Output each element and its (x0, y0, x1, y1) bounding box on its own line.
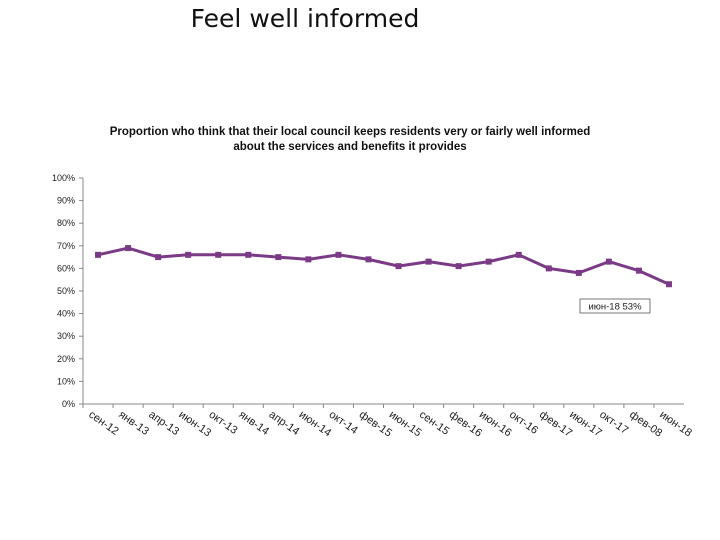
x-tick-label: сен-15 (417, 409, 451, 438)
y-tick-label: 20% (57, 354, 75, 364)
y-axis-ticks: 0% 10% 20% 30% 40% 50% 60% 70% 80% 90% 100% (52, 173, 83, 409)
data-point (365, 256, 372, 263)
x-tick-label: окт-14 (327, 409, 360, 437)
slide-title: Feel well informed (190, 4, 420, 33)
y-tick-label: 10% (57, 376, 75, 386)
data-point (575, 269, 582, 276)
data-point (215, 251, 222, 258)
data-point (425, 258, 432, 265)
data-point (665, 281, 672, 288)
y-tick-label: 70% (57, 241, 75, 251)
data-point (305, 256, 312, 263)
x-tick-label: окт-17 (597, 409, 630, 437)
x-tick-label: фев-08 (627, 409, 664, 440)
series-line (97, 246, 670, 286)
data-point (125, 245, 132, 252)
x-tick-label: фев-17 (537, 409, 574, 440)
x-tick-label: июн-13 (176, 409, 213, 440)
x-tick-label: апр-13 (146, 409, 181, 438)
chart-title-line-1: Proportion who think that their local co… (109, 126, 591, 138)
data-point (155, 254, 162, 261)
y-tick-label: 30% (57, 331, 75, 341)
x-tick-label: июн-17 (567, 409, 604, 440)
x-tick-label: июн-14 (297, 409, 334, 440)
x-tick-label: окт-16 (507, 409, 540, 437)
data-point (275, 254, 282, 261)
data-point (245, 251, 252, 258)
callout-text: июн-18 53% (588, 302, 642, 313)
y-tick-label: 90% (57, 196, 75, 206)
y-tick-label: 100% (52, 173, 75, 183)
x-tick-label: сен-12 (86, 409, 120, 438)
x-tick-label: янв-14 (237, 409, 272, 438)
y-tick-label: 40% (57, 309, 75, 319)
chart-title: Proportion who think that their local co… (60, 125, 640, 155)
x-tick-label: окт-13 (207, 409, 240, 437)
data-callout: июн-18 53% (579, 298, 651, 314)
x-axis-labels: сен-12янв-13апр-13июн-13окт-13янв-14апр-… (82, 404, 694, 440)
x-tick-label: фев-15 (357, 409, 394, 440)
data-point (605, 258, 612, 265)
chart-title-line-2: about the services and benefits it provi… (233, 141, 467, 153)
x-tick-label: июн-15 (387, 409, 424, 440)
x-tick-label: янв-13 (116, 409, 151, 438)
y-tick-label: 60% (57, 263, 75, 273)
series-markers (95, 245, 672, 288)
x-tick-label: фев-16 (447, 409, 484, 440)
y-tick-label: 0% (62, 399, 75, 409)
data-point (335, 251, 342, 258)
data-point (185, 251, 192, 258)
x-tick-label: июн-16 (477, 409, 514, 440)
data-point (455, 263, 462, 270)
data-point (485, 258, 492, 265)
y-tick-label: 50% (57, 286, 75, 296)
y-tick-label: 80% (57, 218, 75, 228)
data-point (95, 251, 102, 258)
data-point (395, 263, 402, 270)
data-point (545, 265, 552, 272)
x-tick-label: июн-18 (657, 409, 694, 440)
data-point (635, 267, 642, 274)
data-point (515, 251, 522, 258)
x-tick-label: апр-14 (267, 409, 302, 438)
callout-box (579, 298, 651, 314)
